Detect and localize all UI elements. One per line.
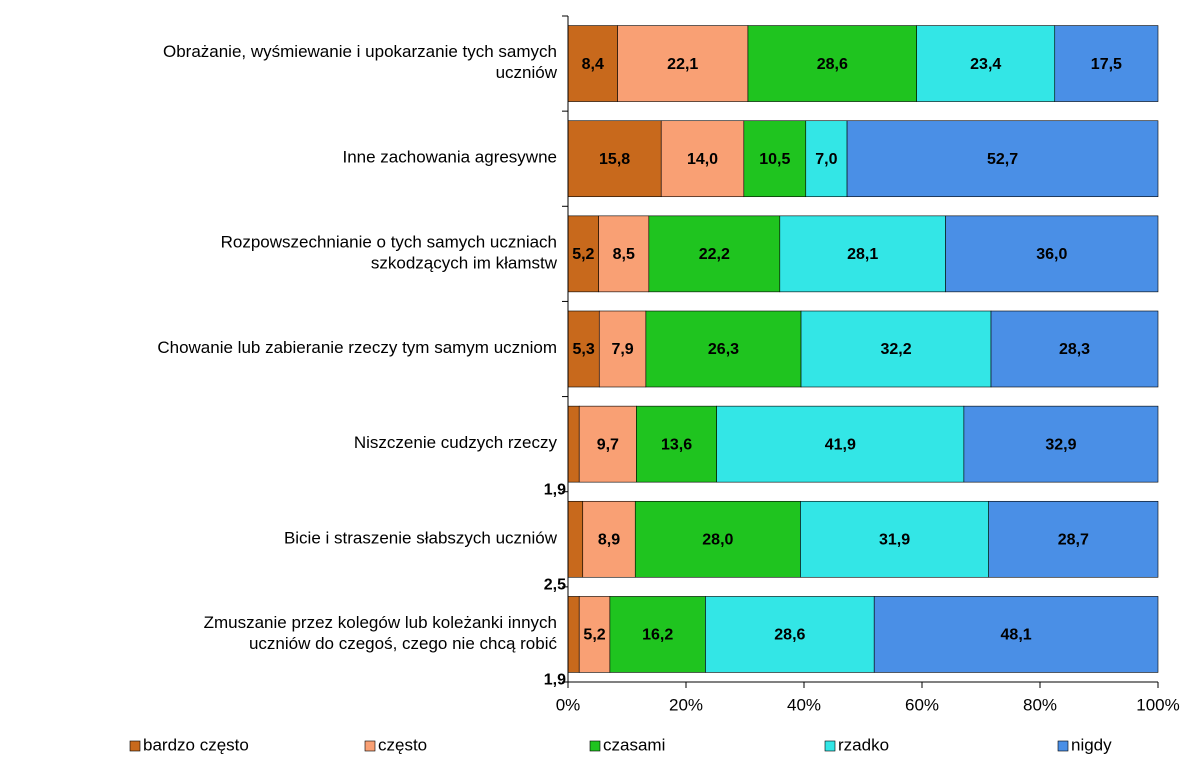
value-label: 23,4 bbox=[970, 56, 1001, 73]
category-label: Zmuszanie przez kolegów lub koleżanki in… bbox=[204, 613, 558, 653]
value-label: 28,0 bbox=[702, 532, 733, 549]
value-label: 41,9 bbox=[825, 436, 856, 453]
value-label: 22,1 bbox=[667, 56, 698, 73]
bar-segment bbox=[648, 215, 781, 293]
bar-segment bbox=[990, 310, 1159, 388]
legend-label: rzadko bbox=[838, 735, 889, 754]
bar-segment bbox=[916, 25, 1056, 102]
legend-label: nigdy bbox=[1071, 735, 1112, 754]
bar-segment bbox=[567, 120, 662, 198]
value-label: 1,9 bbox=[544, 481, 566, 498]
value-label: 8,5 bbox=[613, 246, 635, 263]
value-label: 9,7 bbox=[597, 436, 619, 453]
bar-segment bbox=[598, 215, 650, 293]
bar-segment bbox=[567, 596, 580, 673]
bar-segment bbox=[598, 310, 647, 388]
bar-segment bbox=[578, 596, 611, 673]
bar-segment bbox=[779, 215, 946, 293]
value-label: 7,0 bbox=[815, 151, 837, 168]
value-label: 32,9 bbox=[1045, 436, 1076, 453]
bar-segment bbox=[617, 25, 749, 102]
bar-segment bbox=[636, 405, 717, 483]
bar-segment bbox=[945, 215, 1159, 293]
category-label: Obrażanie, wyśmiewanie i upokarzanie tyc… bbox=[163, 43, 558, 83]
value-label: 15,8 bbox=[599, 151, 630, 168]
value-label: 36,0 bbox=[1036, 246, 1067, 263]
bar-segment bbox=[634, 500, 801, 578]
bar-segment bbox=[705, 596, 875, 673]
bar-segment bbox=[747, 25, 917, 102]
legend-swatch bbox=[589, 740, 601, 752]
value-label: 8,4 bbox=[582, 56, 604, 73]
value-label: 26,3 bbox=[708, 341, 739, 358]
bar-segment bbox=[645, 310, 802, 388]
bar-segment bbox=[716, 405, 965, 483]
legend-label: bardzo często bbox=[143, 735, 249, 754]
value-label: 1,9 bbox=[544, 672, 566, 689]
bar-segment bbox=[846, 120, 1159, 198]
x-tick-label: 0% bbox=[556, 695, 581, 714]
value-label: 17,5 bbox=[1091, 56, 1122, 73]
x-tick-label: 100% bbox=[1136, 695, 1179, 714]
value-label: 14,0 bbox=[687, 151, 718, 168]
value-label: 31,9 bbox=[879, 532, 910, 549]
bar-segment bbox=[963, 405, 1159, 483]
category-label: Niszczenie cudzych rzeczy bbox=[354, 434, 558, 453]
value-label: 28,7 bbox=[1058, 532, 1089, 549]
value-label: 8,9 bbox=[598, 532, 620, 549]
bar-segment bbox=[800, 500, 989, 578]
legend-swatch bbox=[1057, 740, 1069, 752]
category-label: Rozpowszechnianie o tych samych uczniach… bbox=[221, 233, 558, 273]
bar-segment bbox=[873, 596, 1159, 673]
bar-segment bbox=[743, 120, 807, 198]
x-tick-label: 60% bbox=[905, 695, 939, 714]
bar-segment bbox=[805, 120, 848, 198]
bar-segment bbox=[1054, 25, 1159, 102]
value-label: 28,1 bbox=[847, 246, 878, 263]
value-label: 16,2 bbox=[642, 627, 673, 644]
x-tick-label: 80% bbox=[1023, 695, 1057, 714]
value-label: 7,9 bbox=[611, 341, 633, 358]
value-label: 28,6 bbox=[817, 56, 848, 73]
value-label: 48,1 bbox=[1001, 627, 1032, 644]
value-label: 28,6 bbox=[774, 627, 805, 644]
bar-segment bbox=[567, 25, 618, 102]
bar-segment bbox=[578, 405, 637, 483]
legend-label: czasami bbox=[603, 735, 665, 754]
legend-label: często bbox=[378, 735, 427, 754]
category-label: Chowanie lub zabieranie rzeczy tym samym… bbox=[157, 338, 557, 357]
value-label: 22,2 bbox=[699, 246, 730, 263]
value-label: 28,3 bbox=[1059, 341, 1090, 358]
category-label: Bicie i straszenie słabszych uczniów bbox=[284, 529, 558, 548]
value-label: 5,3 bbox=[573, 341, 595, 358]
value-label: 5,2 bbox=[583, 627, 605, 644]
bar-segment bbox=[660, 120, 745, 198]
bar-segment bbox=[988, 500, 1159, 578]
value-label: 10,5 bbox=[759, 151, 790, 168]
x-tick-label: 20% bbox=[669, 695, 703, 714]
bar-segment bbox=[567, 500, 584, 578]
value-label: 2,5 bbox=[544, 577, 566, 594]
x-tick-label: 40% bbox=[787, 695, 821, 714]
value-label: 52,7 bbox=[987, 151, 1018, 168]
value-label: 5,2 bbox=[572, 246, 594, 263]
legend-swatch bbox=[364, 740, 376, 752]
bar-segment bbox=[800, 310, 992, 388]
bar-segment bbox=[567, 405, 580, 483]
legend-swatch bbox=[129, 740, 141, 752]
value-label: 13,6 bbox=[661, 436, 692, 453]
bar-segment bbox=[582, 500, 636, 578]
category-label: Inne zachowania agresywne bbox=[342, 148, 557, 167]
legend-swatch bbox=[824, 740, 836, 752]
value-label: 32,2 bbox=[880, 341, 911, 358]
